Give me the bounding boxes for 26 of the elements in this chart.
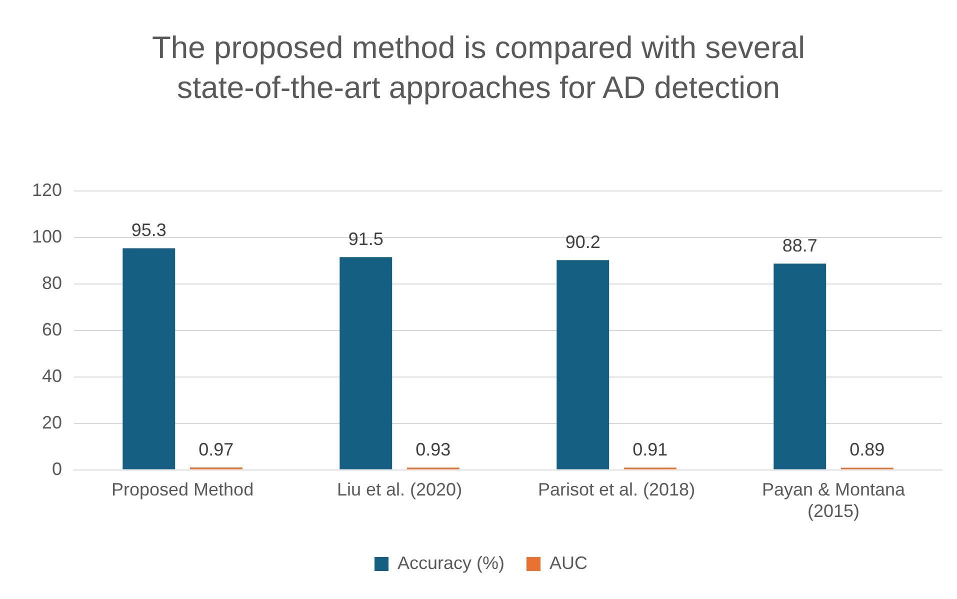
bar <box>556 260 610 470</box>
data-label: 0.91 <box>632 440 668 460</box>
bar <box>122 248 176 470</box>
data-label: 88.7 <box>782 236 818 256</box>
y-tick-label: 60 <box>42 319 62 340</box>
y-tick-label: 20 <box>42 412 62 432</box>
chart-title: The proposed method is compared with several state-of-the-art approaches for AD detection <box>150 29 806 107</box>
y-tick-label: 0 <box>52 458 62 479</box>
data-label: 0.97 <box>198 440 234 460</box>
legend-label: Accuracy (%) <box>397 552 505 573</box>
data-label: 90.2 <box>565 232 600 252</box>
x-tick-label: Payan & Montana (2015) <box>762 480 906 522</box>
legend-label: AUC <box>550 552 588 573</box>
y-tick-label: 80 <box>42 272 62 293</box>
y-tick-label: 100 <box>32 226 62 246</box>
y-tick-label: 40 <box>42 366 62 386</box>
x-tick-label: Proposed Method <box>111 480 254 500</box>
y-tick-label: 120 <box>32 180 62 200</box>
bar <box>340 257 392 470</box>
x-tick-label: Parisot et al. (2018) <box>538 480 696 500</box>
data-label: 95.3 <box>131 220 166 240</box>
data-label: 91.5 <box>348 229 384 250</box>
bar <box>774 264 826 470</box>
data-label: 0.89 <box>850 440 885 460</box>
x-tick-label: Liu et al. (2020) <box>336 480 462 500</box>
data-label: 0.93 <box>416 440 451 460</box>
